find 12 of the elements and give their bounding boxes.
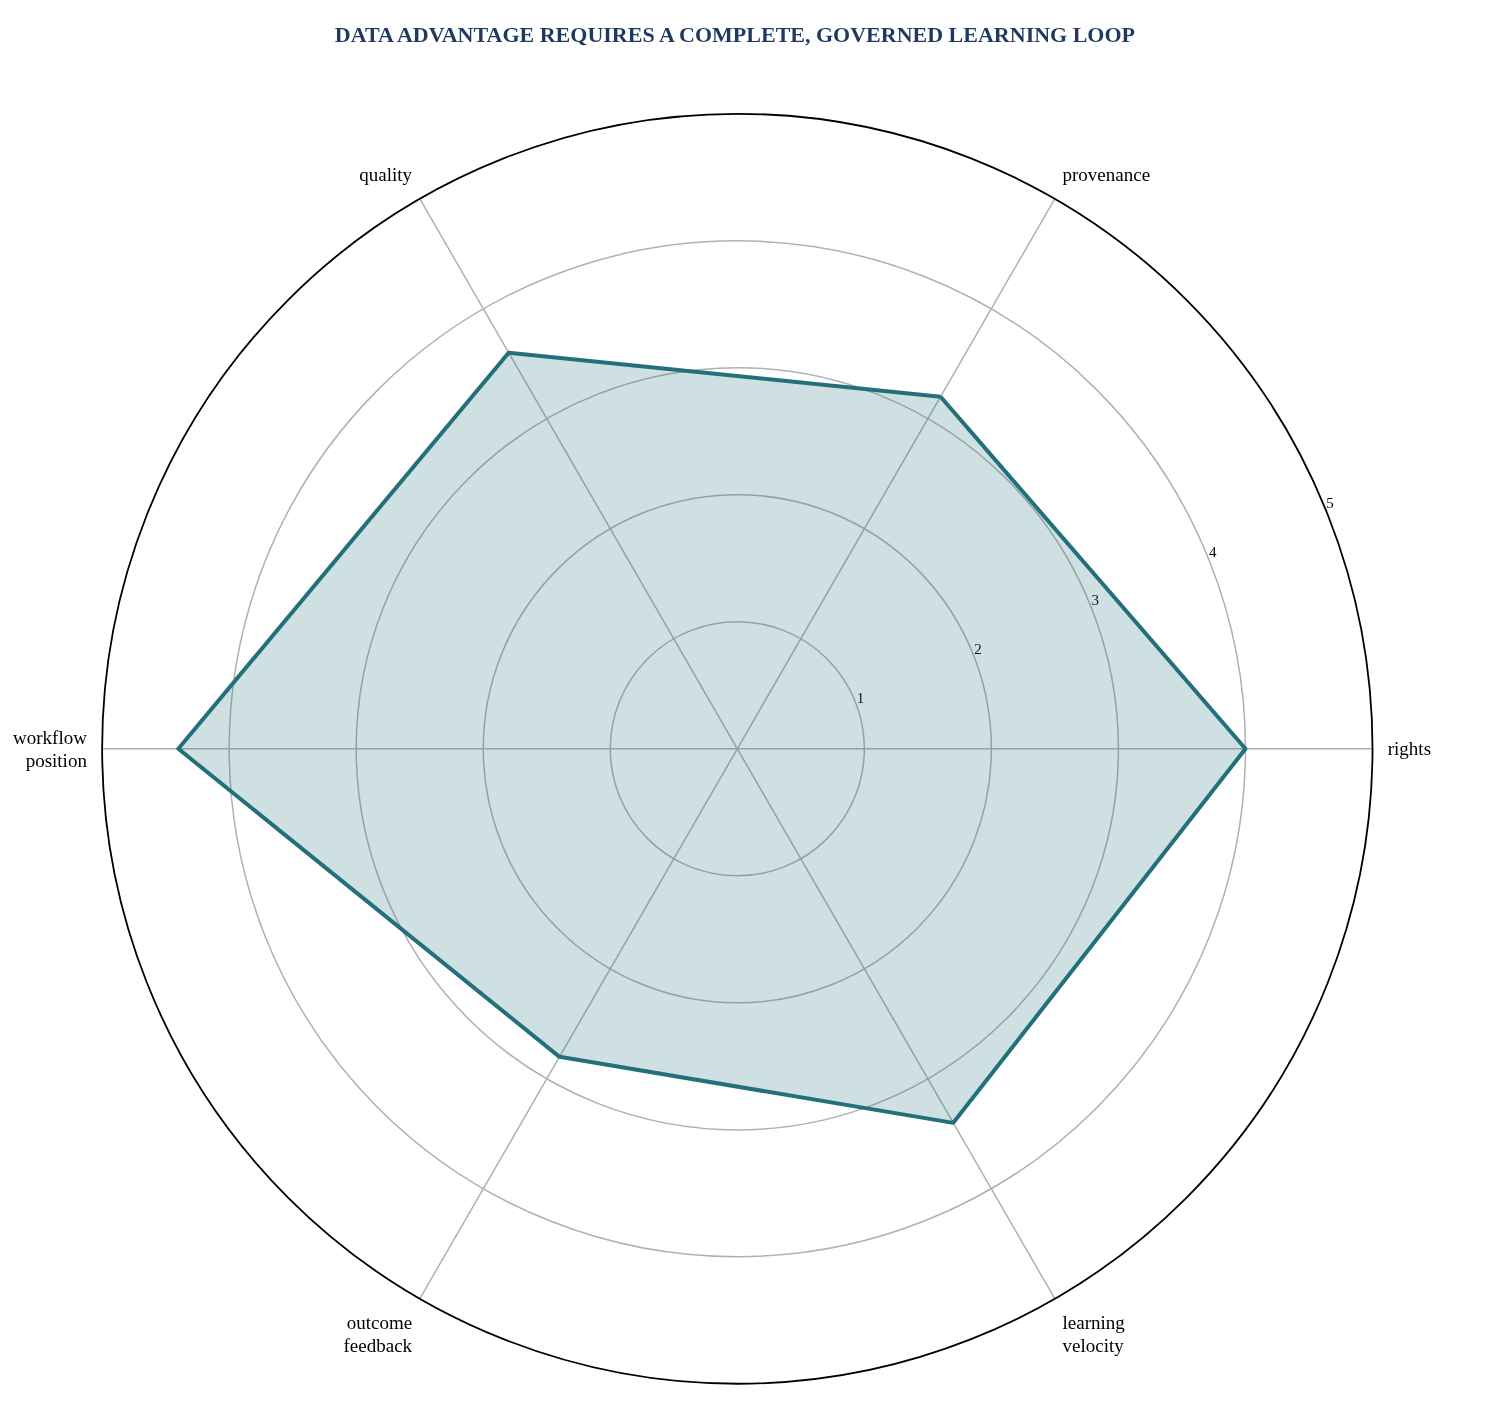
- spoke-label: provenance: [1062, 164, 1151, 186]
- y-tick-label: 2: [974, 641, 982, 658]
- y-tick-label: 4: [1208, 543, 1217, 560]
- y-tick-label: 1: [856, 689, 865, 706]
- y-tick-label: 3: [1091, 592, 1100, 609]
- spoke-label: rights: [1387, 738, 1432, 760]
- spoke-label: workflow position: [13, 726, 88, 771]
- chart-title: DATA ADVANTAGE REQUIRES A COMPLETE, GOVERNED LEARNING LOOP: [334, 22, 1136, 48]
- spoke-label: outcome feedback: [343, 1312, 413, 1357]
- spoke-label: learning velocity: [1062, 1312, 1126, 1357]
- spoke-label: quality: [359, 164, 413, 186]
- y-tick-label: 5: [1326, 495, 1334, 512]
